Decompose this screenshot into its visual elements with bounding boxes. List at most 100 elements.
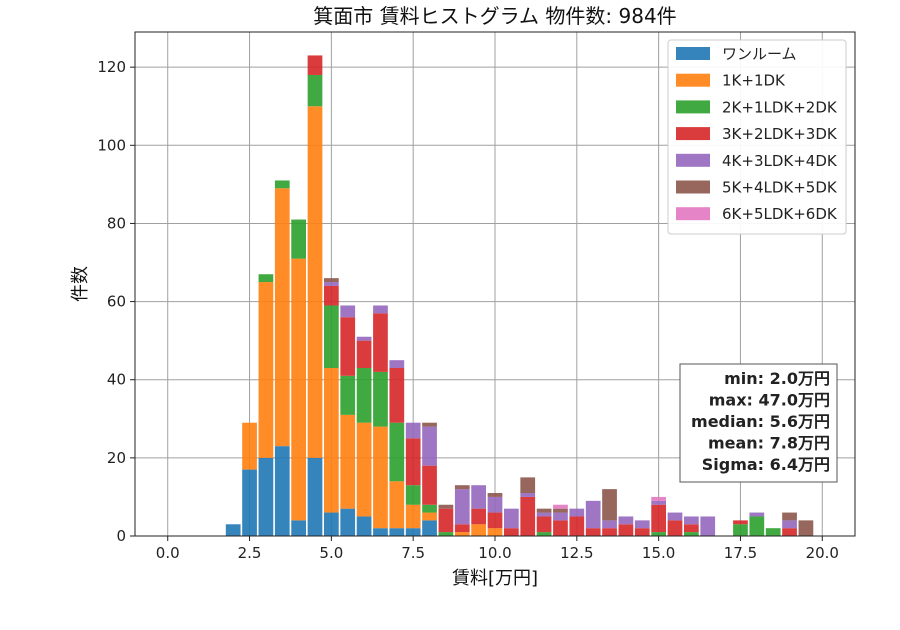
bar-segment [274,446,290,536]
bar-segment [324,368,339,513]
bar-segment [389,481,405,529]
bar-segment [487,528,503,536]
bar-segment [422,422,437,427]
bar-segment [291,219,306,259]
bar-segment [258,457,274,536]
stats-line: Sigma: 6.4万円 [702,455,830,474]
bar-segment [340,375,356,415]
bar-segment [389,368,405,423]
bar-segment [405,504,421,529]
bar-segment [258,282,274,458]
y-tick-label: 100 [97,136,126,154]
legend-swatch [676,100,710,114]
bar-segment [454,485,470,490]
bar-segment [684,524,699,533]
bar-segment [405,422,421,439]
bar-segment [634,528,650,536]
bar-segment [356,336,372,341]
bar-segment [684,532,699,536]
bar-segment [651,532,666,536]
bar-segment [569,508,585,517]
legend: ワンルーム 1K+1DK 2K+1LDK+2DK 3K+2LDK+3DK 4K+3LDK… [667,39,847,235]
bar-segment [471,524,486,536]
bar-segment [536,508,552,513]
x-axis-title: 賃料[万円] [452,568,538,589]
legend-swatch [676,127,710,141]
y-tick-label: 120 [97,58,126,76]
bar-segment [651,496,666,501]
bar-segment [422,465,437,505]
bar-segment [356,516,372,536]
y-tick-label: 40 [107,371,126,389]
legend-swatch [676,180,710,194]
bar-segment [389,528,405,536]
bar-segment [373,426,388,529]
bar-segment [373,528,388,536]
legend-label: 1K+1DK [722,72,786,90]
bar-segment [324,512,339,536]
bar-segment [405,528,421,536]
bar-segment [389,360,405,368]
bar-segment [782,512,797,521]
bar-segment [667,520,683,536]
bar-segment [389,422,405,482]
bar-segment [749,512,765,517]
bar-segment [553,504,568,509]
bar-segment [651,500,666,505]
bar-segment [471,508,486,525]
legend-label: 6K+5LDK+6DK [722,205,838,223]
x-tick-label: 7.5 [401,544,425,562]
bar-segment [274,188,290,447]
bar-segment [487,493,503,497]
bar-segment [356,340,372,368]
bar-segment [242,469,257,536]
bar-segment [651,504,666,533]
legend-swatch [676,73,710,87]
bar-segment [307,55,323,75]
bar-segment [618,516,634,525]
x-tick-label: 12.5 [560,544,593,562]
bar-segment [422,512,437,521]
bar-segment [553,520,568,536]
bar-segment [324,305,339,368]
bar-segment [356,368,372,423]
bar-segment [733,524,748,536]
bar-segment [585,500,601,529]
bar-segment [307,106,323,458]
bar-segment [373,371,388,427]
bar-segment [782,520,797,529]
bar-segment [340,414,356,509]
bar-segment [765,528,781,536]
bar-segment [569,516,585,536]
bar-segment [782,528,797,536]
bar-segment [667,512,683,521]
stats-line: median: 5.6万円 [691,412,830,431]
bar-segment [471,485,486,509]
bar-segment [684,516,699,525]
bar-segment [585,528,601,536]
bar-segment [438,508,454,533]
legend-label: 2K+1LDK+2DK [722,98,838,116]
bar-segment [422,426,437,466]
bar-segment [373,313,388,372]
legend-label: ワンルーム [722,45,797,63]
bar-segment [454,524,470,533]
bar-segment [438,532,454,536]
bar-segment [618,524,634,536]
bar-segment [405,485,421,505]
x-tick-label: 2.5 [238,544,262,562]
legend-box [667,39,847,235]
bar-segment [373,305,388,314]
axis-ticks: 0.0 2.5 5.0 7.5 10.0 12.5 15.0 17.5 20.0 0 20 40 60 8… [97,58,839,562]
bar-segment [405,438,421,486]
stats-line: max: 47.0万円 [709,391,830,410]
bar-segment [634,520,650,529]
bar-segment [749,516,765,536]
legend-swatch [676,47,710,60]
stats-line: min: 2.0万円 [724,369,830,388]
bar-segment [520,493,536,497]
legend-label: 5K+4LDK+5DK [722,179,838,197]
y-tick-label: 60 [107,293,126,311]
bar-segment [258,274,274,283]
bar-segment [324,282,339,286]
